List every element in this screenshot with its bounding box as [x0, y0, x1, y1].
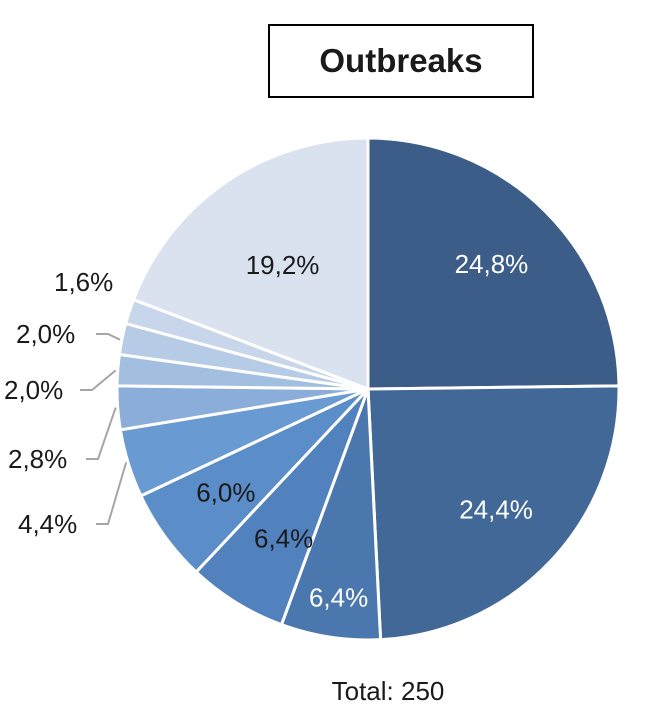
leader-line-9 [96, 333, 121, 341]
slice-label-11: 19,2% [246, 250, 320, 280]
chart-title-box: Outbreaks [268, 24, 534, 98]
leader-line-7 [86, 407, 117, 460]
slice-label-6: 4,4% [18, 509, 77, 539]
slice-label-5: 6,0% [196, 477, 255, 507]
pie-slice-1 [366, 136, 621, 391]
chart-title: Outbreaks [319, 42, 483, 79]
slice-label-7: 2,8% [8, 444, 67, 474]
leader-line-6 [96, 462, 128, 525]
slice-label-9: 2,0% [16, 319, 75, 349]
slice-label-8: 2,0% [4, 375, 63, 405]
slice-label-2: 24,4% [459, 494, 533, 524]
pie-slice-2 [366, 384, 621, 642]
slice-label-4: 6,4% [254, 524, 313, 554]
slice-label-1: 24,8% [455, 249, 529, 279]
leader-line-8 [80, 369, 117, 391]
total-label: Total: 250 [331, 676, 445, 706]
slice-label-10: 1,6% [54, 267, 113, 297]
slice-label-3: 6,4% [309, 582, 368, 612]
pie-slice-11 [131, 136, 370, 392]
